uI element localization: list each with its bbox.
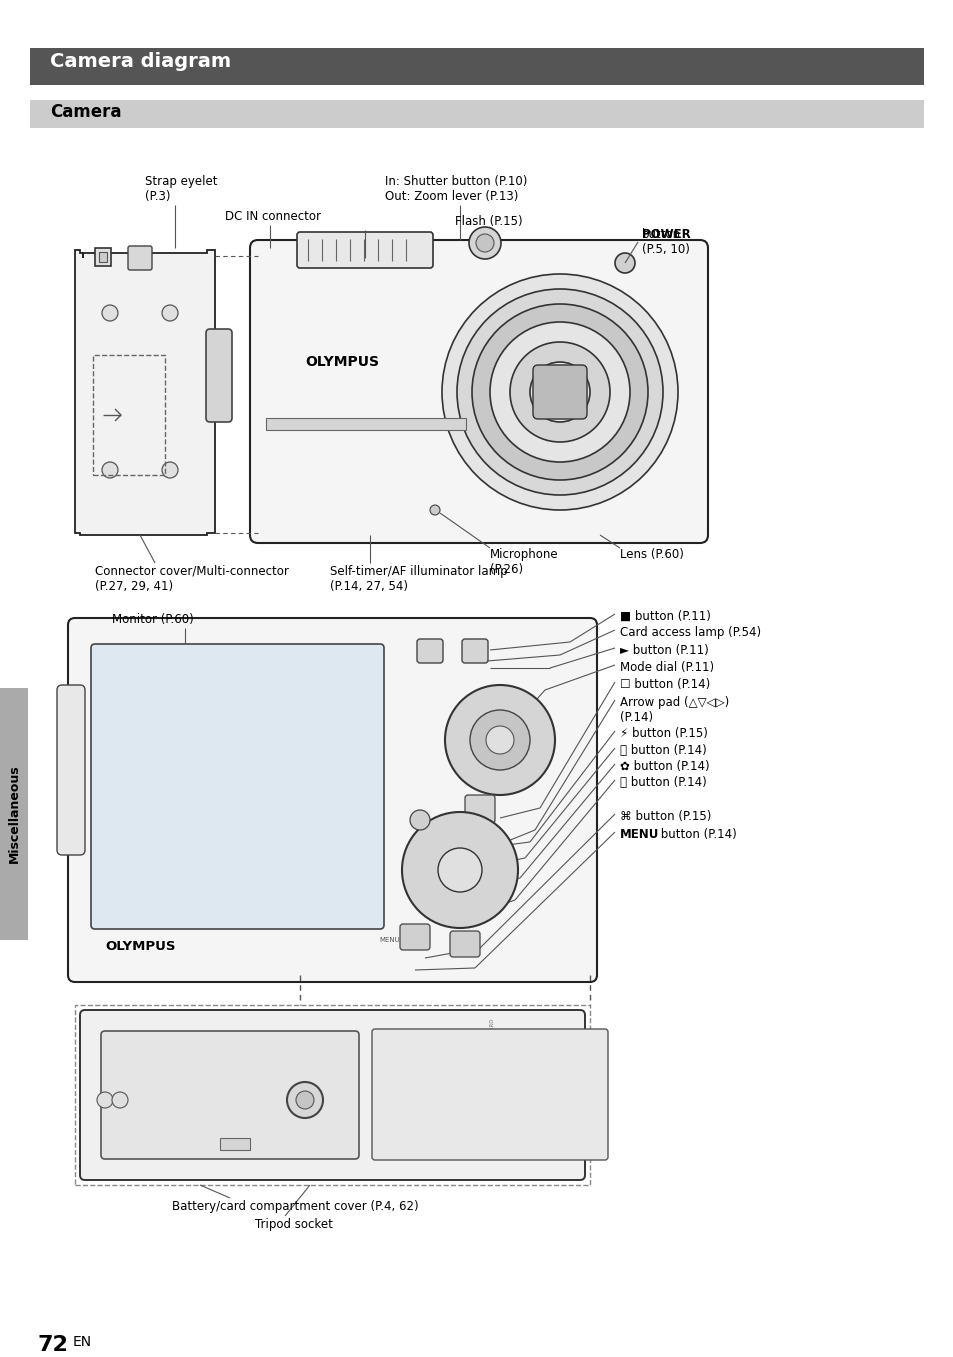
FancyBboxPatch shape	[533, 365, 586, 419]
Circle shape	[295, 1091, 314, 1109]
Text: Out: Zoom lever (P.13): Out: Zoom lever (P.13)	[385, 190, 517, 204]
Text: 72: 72	[38, 1335, 69, 1356]
Text: Camera diagram: Camera diagram	[50, 52, 231, 71]
Text: DISP: DISP	[488, 733, 500, 738]
Text: OLYMPUS: OLYMPUS	[305, 356, 378, 369]
Bar	[30, 100, 923, 128]
Text: OK: OK	[452, 863, 465, 873]
Text: EN: EN	[73, 1335, 92, 1349]
Bar	[30, 47, 923, 85]
Text: button (P.14): button (P.14)	[657, 828, 736, 841]
Text: OLYMPUS: OLYMPUS	[105, 940, 175, 953]
Circle shape	[456, 289, 662, 495]
Circle shape	[485, 726, 514, 754]
Text: Flash (P.15): Flash (P.15)	[455, 214, 522, 228]
Text: ☐ button (P.14): ☐ button (P.14)	[619, 678, 709, 691]
Text: Battery/card compartment cover (P.4, 62): Battery/card compartment cover (P.4, 62)	[172, 1200, 417, 1213]
Circle shape	[470, 710, 530, 769]
Text: (P.3): (P.3)	[145, 190, 171, 204]
Text: (P.14, 27, 54): (P.14, 27, 54)	[330, 579, 408, 593]
Circle shape	[162, 461, 178, 478]
Text: button: button	[641, 228, 680, 242]
Text: Microphone: Microphone	[490, 548, 558, 560]
Text: (P.27, 29, 41): (P.27, 29, 41)	[95, 579, 172, 593]
Text: MENU: MENU	[619, 828, 659, 841]
FancyBboxPatch shape	[296, 232, 433, 267]
Text: Strap eyelet: Strap eyelet	[145, 175, 217, 189]
Text: In: Shutter button (P.10): In: Shutter button (P.10)	[385, 175, 527, 189]
Text: DC IN connector: DC IN connector	[225, 210, 320, 223]
Text: Lens (P.60): Lens (P.60)	[619, 548, 683, 560]
Bar	[95, 248, 111, 266]
Text: ⌛ button (P.14): ⌛ button (P.14)	[619, 776, 706, 788]
Circle shape	[530, 362, 589, 422]
Circle shape	[102, 461, 118, 478]
Text: ► button (P.11): ► button (P.11)	[619, 645, 708, 657]
FancyBboxPatch shape	[461, 639, 488, 664]
Circle shape	[441, 274, 678, 510]
Circle shape	[410, 810, 430, 830]
Circle shape	[469, 227, 500, 259]
Circle shape	[532, 1092, 547, 1109]
Circle shape	[472, 304, 647, 480]
Text: (P.26): (P.26)	[490, 563, 522, 575]
Bar	[99, 252, 107, 262]
Polygon shape	[75, 250, 214, 535]
Circle shape	[430, 505, 439, 516]
Text: CARD: CARD	[490, 1018, 495, 1033]
FancyBboxPatch shape	[372, 1029, 607, 1160]
Circle shape	[162, 305, 178, 322]
Text: ⌘ button (P.15): ⌘ button (P.15)	[619, 810, 711, 822]
Circle shape	[510, 342, 609, 442]
Bar	[0, 688, 28, 940]
Text: Camera: Camera	[50, 103, 121, 121]
Text: Miscellaneous: Miscellaneous	[8, 765, 20, 863]
FancyBboxPatch shape	[128, 246, 152, 270]
Circle shape	[287, 1082, 323, 1118]
Text: ■ button (P.11): ■ button (P.11)	[619, 611, 710, 623]
Text: (P.14): (P.14)	[619, 711, 653, 725]
Bar	[75, 1006, 589, 1185]
FancyBboxPatch shape	[250, 240, 707, 543]
FancyBboxPatch shape	[57, 685, 85, 855]
FancyBboxPatch shape	[450, 931, 479, 957]
FancyBboxPatch shape	[399, 924, 430, 950]
Circle shape	[476, 233, 494, 252]
Text: ✿ button (P.14): ✿ button (P.14)	[619, 760, 709, 773]
Circle shape	[97, 1092, 112, 1109]
Text: Tripod socket: Tripod socket	[254, 1219, 333, 1231]
Text: ⚡ button (P.15): ⚡ button (P.15)	[619, 727, 707, 740]
Text: Mode dial (P.11): Mode dial (P.11)	[619, 661, 714, 674]
Text: (P.5, 10): (P.5, 10)	[641, 243, 689, 256]
Bar	[220, 1139, 250, 1149]
Text: Arrow pad (△▽◁▷): Arrow pad (△▽◁▷)	[619, 696, 728, 708]
Circle shape	[112, 1092, 128, 1109]
Text: Card access lamp (P.54): Card access lamp (P.54)	[619, 626, 760, 639]
FancyBboxPatch shape	[68, 617, 597, 982]
Text: Connector cover/Multi-connector: Connector cover/Multi-connector	[95, 565, 289, 578]
Circle shape	[444, 685, 555, 795]
Circle shape	[615, 252, 635, 273]
FancyBboxPatch shape	[464, 795, 495, 822]
FancyBboxPatch shape	[206, 328, 232, 422]
FancyBboxPatch shape	[80, 1010, 584, 1181]
Circle shape	[437, 848, 481, 892]
FancyBboxPatch shape	[416, 639, 442, 664]
Text: POWER: POWER	[641, 228, 694, 242]
Text: MENU: MENU	[379, 936, 400, 943]
FancyBboxPatch shape	[91, 645, 384, 930]
Text: Monitor (P.60): Monitor (P.60)	[112, 613, 193, 626]
Circle shape	[401, 811, 517, 928]
Text: Ⓞ button (P.14): Ⓞ button (P.14)	[619, 744, 706, 757]
Circle shape	[552, 1092, 567, 1109]
Circle shape	[490, 322, 629, 461]
Bar	[92, 356, 165, 475]
Text: Self-timer/AF illuminator lamp: Self-timer/AF illuminator lamp	[330, 565, 507, 578]
Circle shape	[102, 305, 118, 322]
Bar	[266, 418, 465, 430]
FancyBboxPatch shape	[101, 1031, 358, 1159]
